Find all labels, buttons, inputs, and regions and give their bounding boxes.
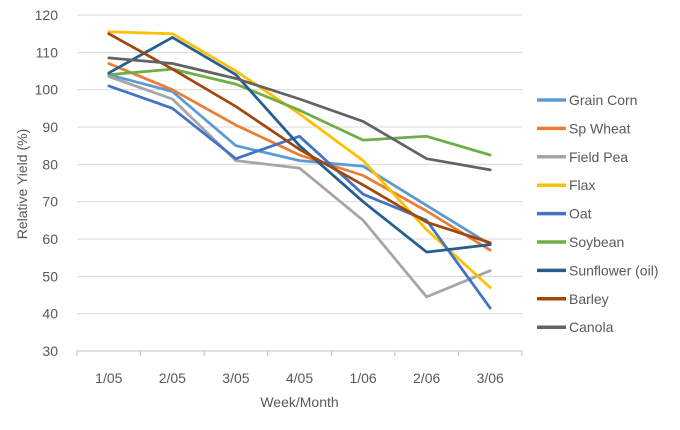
legend-label: Soybean <box>569 234 624 250</box>
legend-label: Grain Corn <box>569 92 637 108</box>
legend-label: Flax <box>569 177 595 193</box>
x-tick-label: 2/05 <box>159 370 186 386</box>
legend-item: Flax <box>537 177 595 193</box>
series-line-barley <box>107 32 492 245</box>
x-tick-label: 3/05 <box>222 370 249 386</box>
series-line-oat <box>107 84 492 310</box>
series-line-canola <box>107 56 492 172</box>
y-tick-label: 100 <box>35 82 59 98</box>
x-tick-label: 3/06 <box>477 370 504 386</box>
legend-label: Field Pea <box>569 149 628 165</box>
y-axis-title: Relative Yield (%) <box>14 128 30 240</box>
legend-item: Sp Wheat <box>537 120 631 136</box>
series-line-sunflower-oil <box>107 36 492 254</box>
legend-item: Oat <box>537 206 592 222</box>
legend-item: Field Pea <box>537 149 628 165</box>
legend-label: Oat <box>569 206 592 222</box>
series-line-grain-corn <box>107 73 492 246</box>
legend-label: Sunflower (oil) <box>569 262 658 278</box>
y-tick-label: 70 <box>42 194 58 210</box>
y-tick-label: 50 <box>42 268 58 284</box>
x-tick-label: 2/06 <box>413 370 440 386</box>
legend-item: Soybean <box>537 234 624 250</box>
x-tick-label: 4/05 <box>286 370 313 386</box>
y-tick-label: 60 <box>42 231 58 247</box>
y-tick-label: 120 <box>35 7 59 23</box>
legend-label: Canola <box>569 319 614 335</box>
series-line-sp-wheat <box>107 62 492 252</box>
legend-label: Barley <box>569 291 609 307</box>
y-tick-label: 90 <box>42 119 58 135</box>
legend-label: Sp Wheat <box>569 120 631 136</box>
series-line-soybean <box>107 67 492 157</box>
x-axis-title: Week/Month <box>260 394 339 410</box>
y-tick-label: 110 <box>36 44 59 60</box>
x-tick-label: 1/06 <box>349 370 376 386</box>
legend-item: Sunflower (oil) <box>537 262 658 278</box>
series-line-field-pea <box>107 75 492 299</box>
y-tick-label: 40 <box>42 306 58 322</box>
series-line-flax <box>107 30 492 289</box>
y-tick-label: 80 <box>42 156 58 172</box>
y-tick-label: 30 <box>42 343 58 359</box>
legend-item: Canola <box>537 319 614 335</box>
legend-item: Barley <box>537 291 609 307</box>
legend-item: Grain Corn <box>537 92 637 108</box>
x-tick-label: 1/05 <box>95 370 122 386</box>
